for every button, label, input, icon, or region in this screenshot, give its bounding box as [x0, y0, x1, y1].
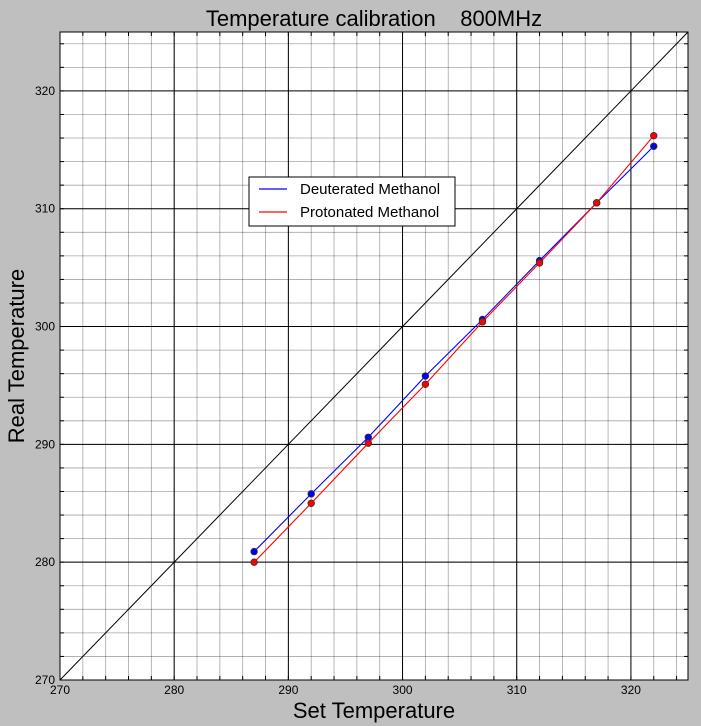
y-axis-label: Real Temperature [4, 269, 29, 443]
data-point [650, 131, 658, 140]
plot-frame [59, 31, 689, 681]
series-line [253, 135, 655, 563]
x-axis-label: Set Temperature [293, 698, 455, 723]
data-point [364, 439, 372, 447]
data-point [307, 490, 315, 498]
data-point [592, 199, 601, 207]
data-point [250, 558, 258, 566]
legend-box [248, 176, 456, 227]
y-tick-label: 320 [35, 84, 55, 98]
y-tick-label: 270 [35, 673, 55, 687]
series-protonated-methanol [250, 131, 658, 566]
reference-line-layer [59, 31, 689, 681]
data-point [478, 318, 487, 326]
x-tick-label: 290 [278, 683, 298, 697]
reference-line [59, 31, 689, 681]
y-tick-label: 280 [35, 555, 55, 569]
data-point [250, 547, 258, 556]
series-layer [250, 131, 658, 566]
data-point [650, 142, 658, 150]
y-tick-label: 290 [35, 437, 55, 451]
data-point [535, 259, 544, 267]
data-point [421, 380, 430, 388]
data-point [307, 499, 315, 507]
y-tick-label: 310 [35, 202, 55, 216]
legend-label-protonated: Protonated Methanol [300, 204, 439, 221]
x-tick-labels: 270 280 290 300 310 320 [50, 683, 641, 697]
x-tick-label: 320 [621, 683, 641, 697]
x-tick-label: 270 [50, 683, 70, 697]
y-tick-label: 300 [35, 320, 55, 334]
chart-title: Temperature calibration 800MHz [206, 6, 542, 31]
x-tick-label: 310 [507, 683, 527, 697]
data-point [421, 372, 430, 380]
x-tick-label: 280 [164, 683, 184, 697]
y-tick-labels: 270 280 290 300 310 320 [35, 84, 55, 687]
tick-marks [59, 32, 688, 681]
legend: Deuterated Methanol Protonated Methanol [248, 176, 456, 227]
legend-label-deuterated: Deuterated Methanol [300, 181, 440, 198]
x-tick-label: 300 [393, 683, 413, 697]
